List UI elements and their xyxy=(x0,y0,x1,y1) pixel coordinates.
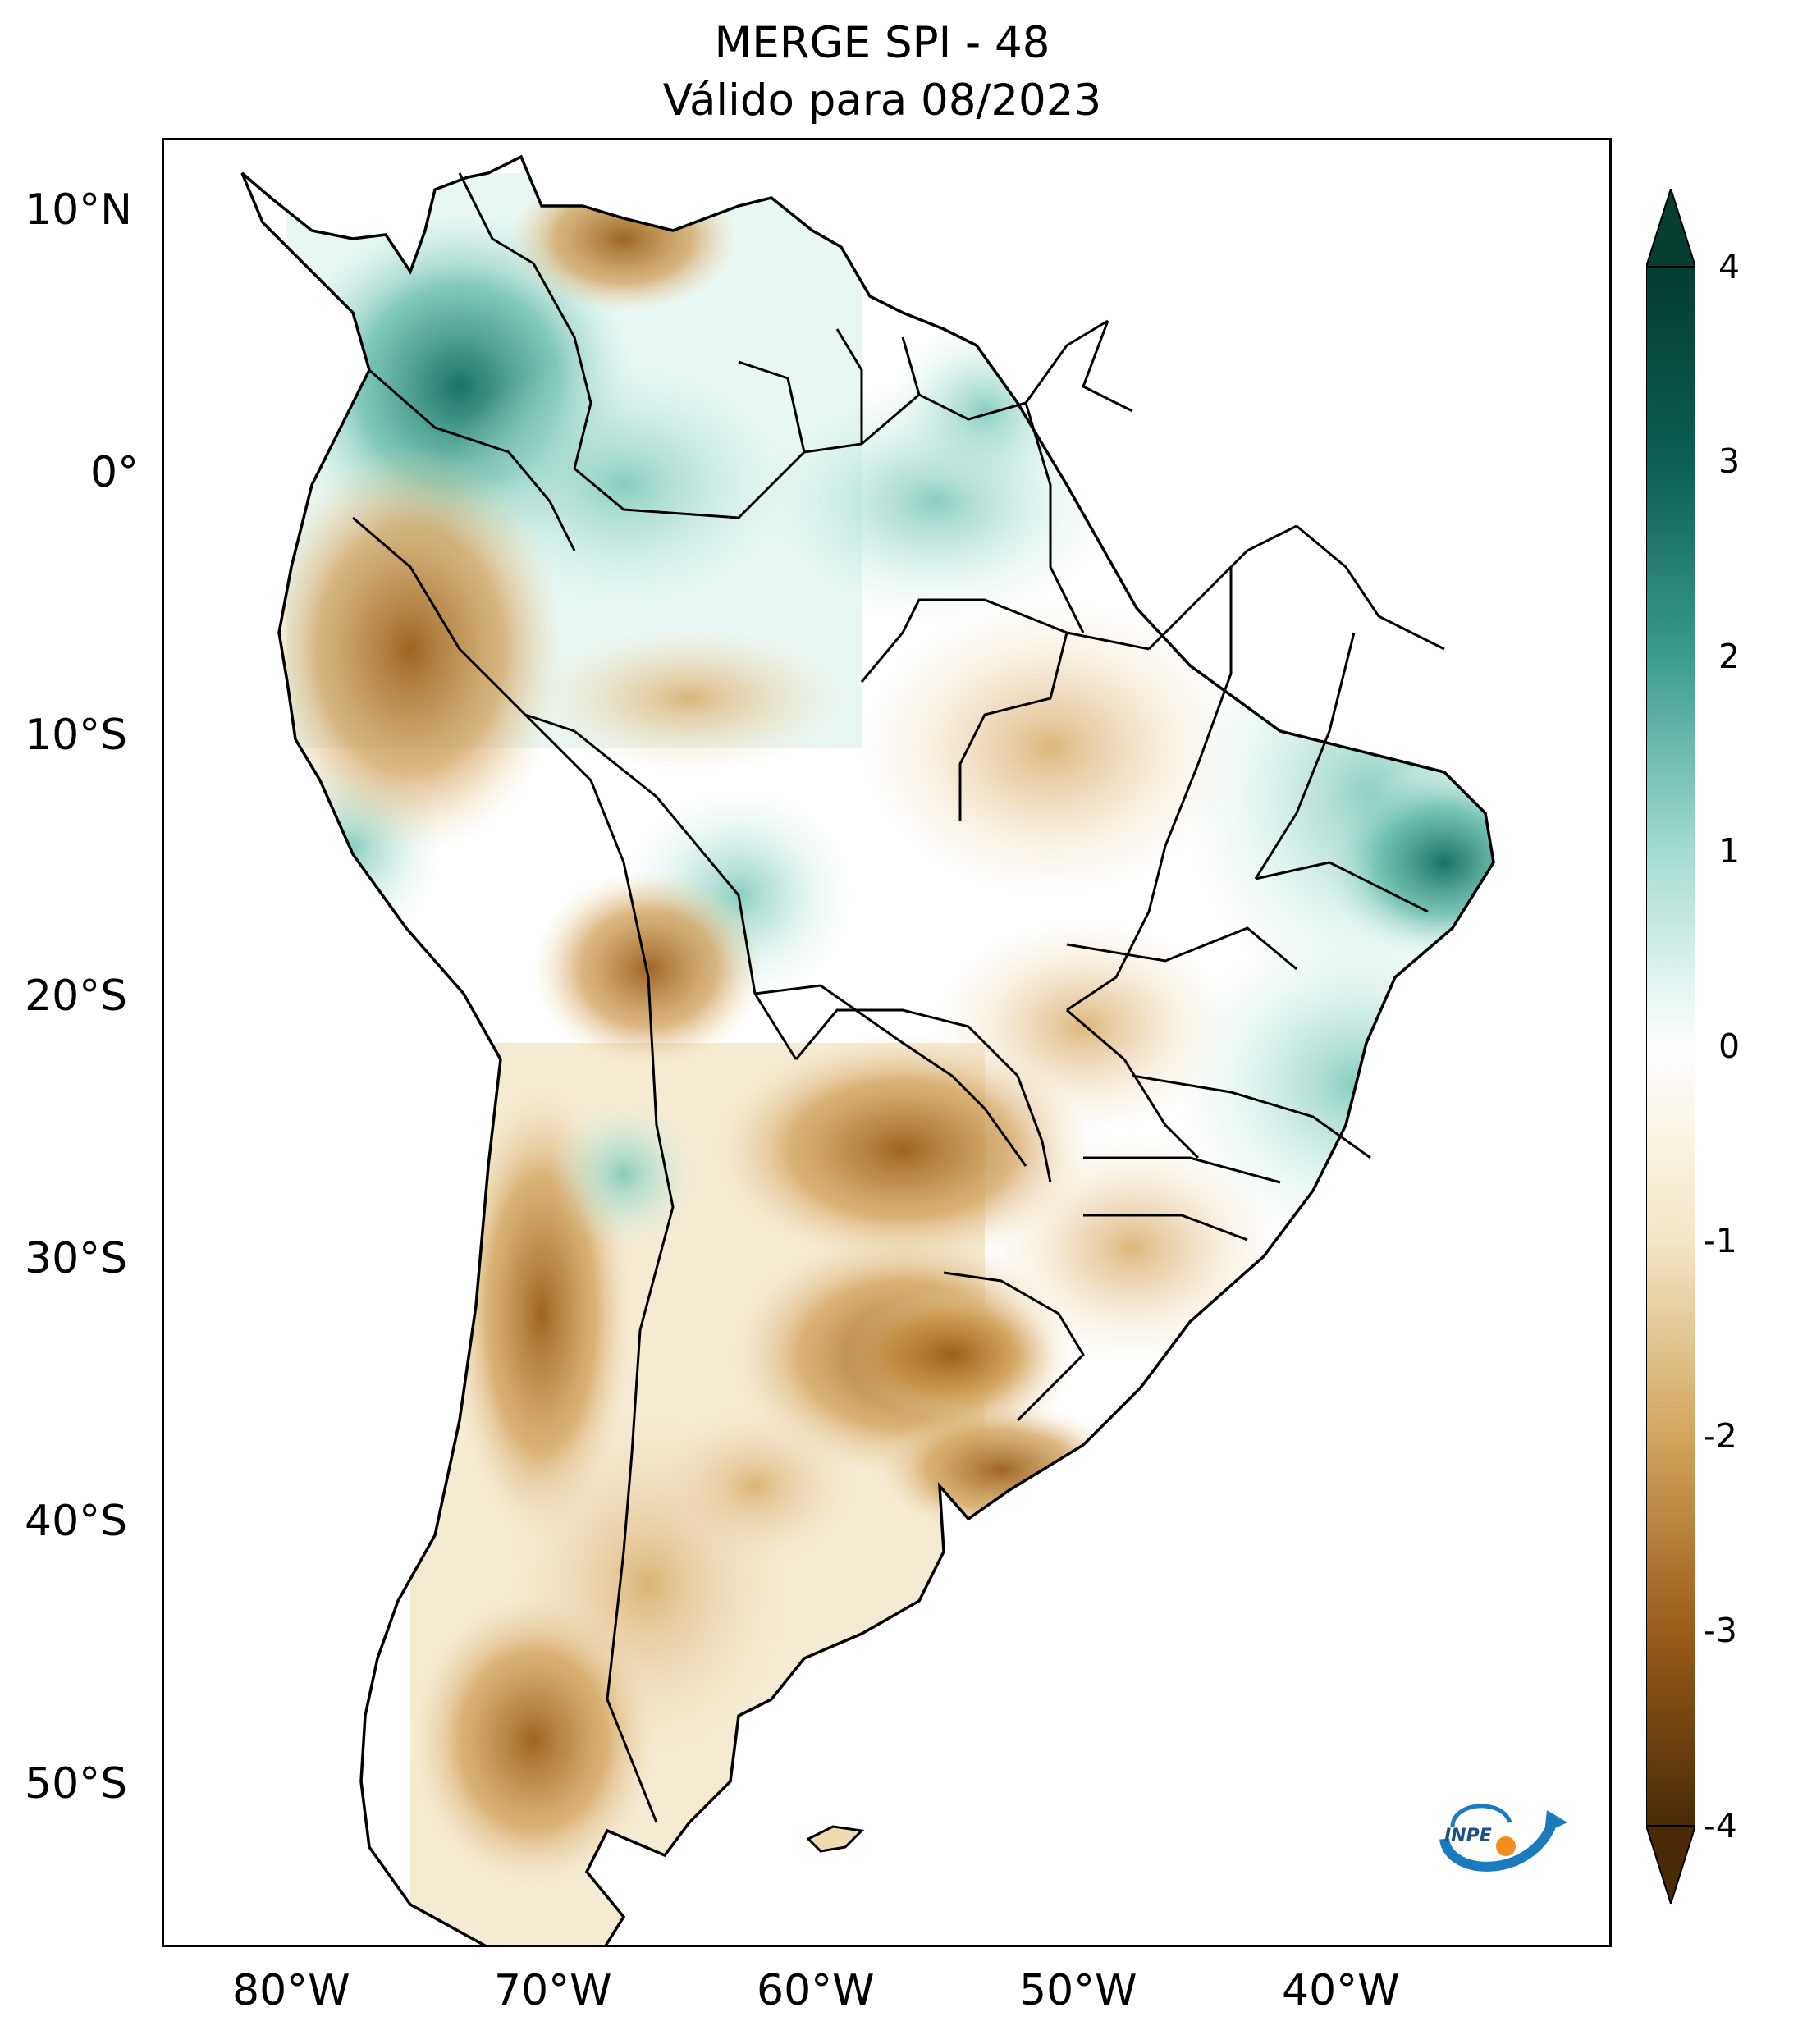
map-title: MERGE SPI - 48 xyxy=(714,18,1050,68)
lat-label-20s: 20°S xyxy=(25,972,128,1021)
lat-label-40s: 40°S xyxy=(25,1497,128,1546)
map-subtitle: Válido para 08/2023 xyxy=(662,75,1102,126)
south-america-map xyxy=(240,155,1495,1945)
lon-label-50w: 50°W xyxy=(1019,1966,1137,2015)
lon-label-80w: 80°W xyxy=(232,1966,350,2015)
lon-label-70w: 70°W xyxy=(494,1966,612,2015)
colorbar-tick-1: 1 xyxy=(1718,831,1741,871)
lat-label-10s: 10°S xyxy=(25,711,128,760)
inpe-logo-text: INPE xyxy=(1444,1826,1492,1846)
inpe-logo: INPE xyxy=(1436,1794,1576,1876)
lat-label-0: 0° xyxy=(90,448,140,497)
map-area xyxy=(162,138,1612,1947)
colorbar-tick-minus4: -4 xyxy=(1704,1806,1737,1845)
colorbar-tick-0: 0 xyxy=(1718,1027,1741,1066)
inpe-logo-icon: INPE xyxy=(1439,1804,1567,1872)
colorbar-tick-minus2: -2 xyxy=(1704,1416,1737,1456)
lon-label-40w: 40°W xyxy=(1282,1966,1400,2015)
colorbar xyxy=(1646,189,1695,1904)
lat-label-30s: 30°S xyxy=(25,1234,128,1283)
lat-label-10n: 10°N xyxy=(25,185,133,235)
colorbar-tick-2: 2 xyxy=(1718,637,1741,676)
colorbar-tick-minus1: -1 xyxy=(1704,1221,1737,1260)
colorbar-tick-minus3: -3 xyxy=(1704,1611,1737,1650)
colorbar-tick-3: 3 xyxy=(1718,441,1741,481)
lat-label-50s: 50°S xyxy=(25,1759,128,1809)
colorbar-tick-4: 4 xyxy=(1718,247,1741,286)
lon-label-60w: 60°W xyxy=(757,1966,875,2015)
